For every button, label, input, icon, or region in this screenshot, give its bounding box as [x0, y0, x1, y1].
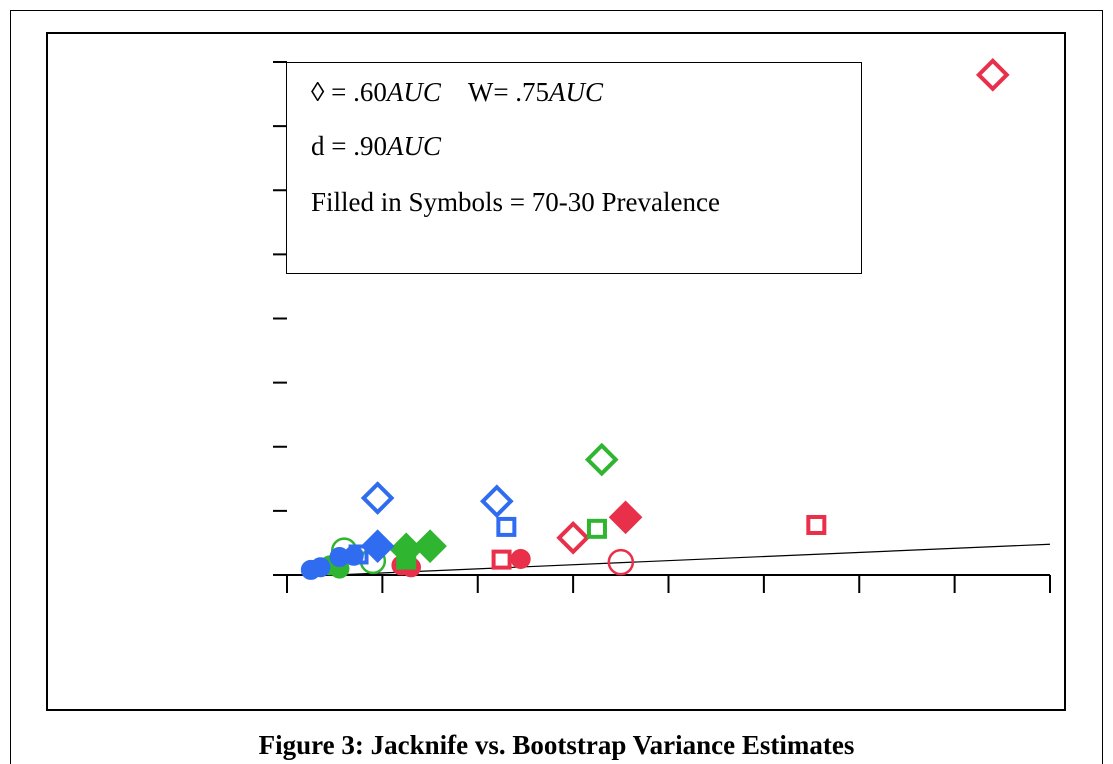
- open-circle-point: [607, 548, 635, 576]
- legend-auc-060-value: = .60: [324, 77, 387, 107]
- filled-circle-point: [510, 548, 531, 569]
- legend-diamond-symbol: ◊: [311, 77, 325, 107]
- legend: ◊ = .60AUC W= .75AUC d = .90AUC Filled i…: [286, 62, 862, 274]
- filled-circle-point: [300, 559, 321, 580]
- figure-caption: Figure 3: Jacknife vs. Bootstrap Varianc…: [258, 730, 855, 760]
- chart-border: [46, 32, 1066, 711]
- open-diamond-point: [975, 57, 1010, 92]
- chart-marks: [300, 57, 1051, 580]
- open-diamond-point: [556, 520, 590, 555]
- legend-auc-060-label: AUC: [386, 77, 441, 107]
- legend-auc-075-label: AUC: [549, 77, 604, 107]
- filled-circle-point: [343, 545, 364, 566]
- open-diamond-point: [584, 442, 619, 477]
- legend-line-1: ◊ = .60AUC W= .75AUC: [311, 77, 603, 108]
- open-square-point: [491, 549, 512, 570]
- legend-circle-symbol: d: [311, 131, 325, 161]
- filled-diamond-point: [413, 529, 447, 563]
- legend-square-symbol: W: [467, 77, 494, 107]
- filled-diamond-point: [608, 500, 643, 535]
- figure-frame: [10, 10, 1103, 764]
- reference-line: [334, 543, 1051, 576]
- legend-auc-075-value: = .75: [493, 77, 550, 107]
- open-square-point: [806, 514, 827, 535]
- legend-auc-090-value: = .90: [324, 131, 387, 161]
- legend-line-2: d = .90AUC: [311, 131, 441, 162]
- open-diamond-point: [360, 481, 395, 515]
- filled-square-point: [396, 549, 417, 570]
- open-square-point: [586, 518, 607, 539]
- open-diamond-point: [479, 484, 514, 519]
- open-square-point: [496, 516, 517, 537]
- filled-diamond-point: [360, 529, 395, 563]
- legend-auc-090-label: AUC: [386, 131, 441, 161]
- legend-line-3: Filled in Symbols = 70-30 Prevalence: [311, 187, 720, 217]
